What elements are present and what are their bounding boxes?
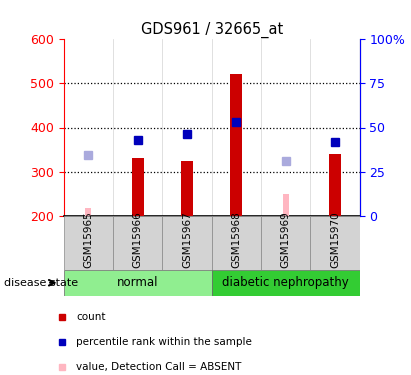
Bar — [113, 216, 162, 270]
Text: disease state: disease state — [4, 278, 78, 288]
Bar — [132, 158, 144, 216]
Bar — [329, 154, 341, 216]
Text: GSM15967: GSM15967 — [182, 212, 192, 268]
Text: GSM15970: GSM15970 — [330, 212, 340, 268]
Bar — [310, 216, 360, 270]
Text: percentile rank within the sample: percentile rank within the sample — [76, 338, 252, 348]
Title: GDS961 / 32665_at: GDS961 / 32665_at — [141, 22, 283, 38]
Bar — [64, 270, 212, 296]
Bar — [162, 216, 212, 270]
Bar — [181, 160, 193, 216]
Bar — [283, 194, 289, 216]
Bar — [85, 208, 91, 216]
Text: GSM15969: GSM15969 — [281, 212, 291, 268]
Text: diabetic nephropathy: diabetic nephropathy — [222, 276, 349, 289]
Bar — [230, 74, 242, 216]
Text: GSM15966: GSM15966 — [133, 212, 143, 268]
Text: count: count — [76, 312, 106, 322]
Bar — [64, 216, 113, 270]
Text: GSM15968: GSM15968 — [231, 212, 241, 268]
Text: normal: normal — [117, 276, 158, 289]
Bar — [212, 216, 261, 270]
Text: value, Detection Call = ABSENT: value, Detection Call = ABSENT — [76, 362, 242, 372]
Text: GSM15965: GSM15965 — [83, 212, 93, 268]
Bar — [212, 270, 360, 296]
Bar — [261, 216, 310, 270]
